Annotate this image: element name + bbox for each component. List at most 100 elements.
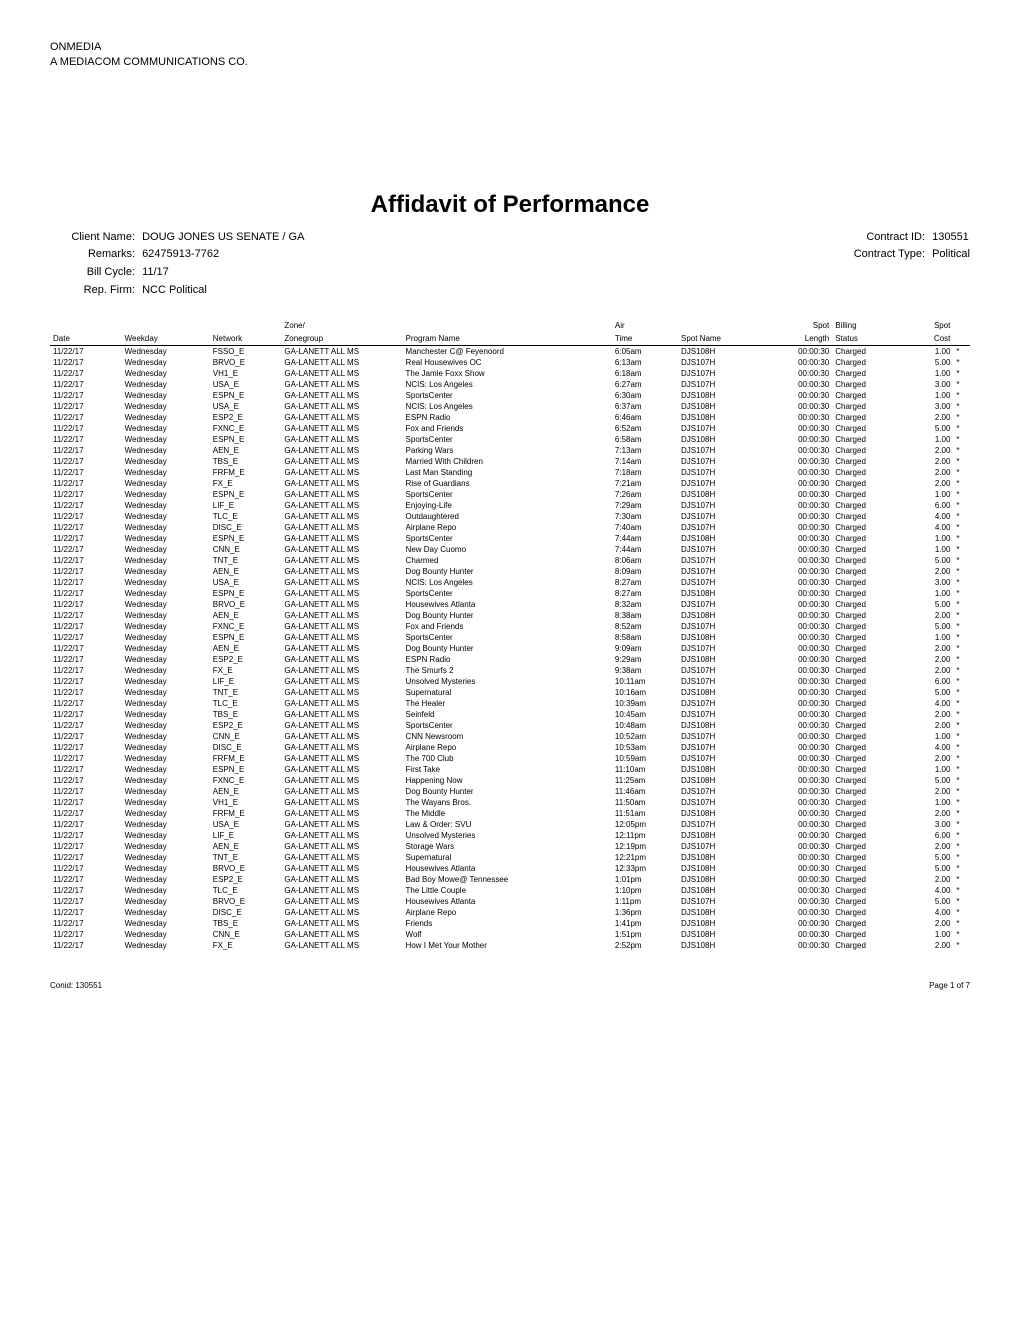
table-cell: DJS107H bbox=[678, 577, 766, 588]
table-cell: Charged bbox=[832, 500, 898, 511]
table-cell: Charged bbox=[832, 819, 898, 830]
table-cell: 00:00:30 bbox=[766, 896, 832, 907]
table-cell: Wednesday bbox=[122, 599, 210, 610]
table-cell: 10:52am bbox=[612, 731, 678, 742]
table-row: 11/22/17WednesdayBRVO_EGA-LANETT ALL MSH… bbox=[50, 599, 970, 610]
table-cell: Charged bbox=[832, 588, 898, 599]
table-cell: Wednesday bbox=[122, 665, 210, 676]
table-cell: * bbox=[953, 357, 970, 368]
table-cell: ESP2_E bbox=[210, 412, 282, 423]
table-cell: 10:16am bbox=[612, 687, 678, 698]
table-cell: Wednesday bbox=[122, 720, 210, 731]
table-cell: 8:27am bbox=[612, 577, 678, 588]
table-cell: Wednesday bbox=[122, 445, 210, 456]
table-cell: * bbox=[953, 500, 970, 511]
table-cell: GA-LANETT ALL MS bbox=[281, 500, 402, 511]
table-cell: 11/22/17 bbox=[50, 588, 122, 599]
table-cell: 11/22/17 bbox=[50, 808, 122, 819]
table-cell: * bbox=[953, 786, 970, 797]
table-cell: DISC_E bbox=[210, 522, 282, 533]
table-cell: * bbox=[953, 808, 970, 819]
table-cell: Charged bbox=[832, 621, 898, 632]
table-cell: CNN_E bbox=[210, 731, 282, 742]
table-cell: Wednesday bbox=[122, 423, 210, 434]
table-cell: 11/22/17 bbox=[50, 401, 122, 412]
table-cell: Charged bbox=[832, 423, 898, 434]
table-cell: 1:51pm bbox=[612, 929, 678, 940]
table-cell: DJS108H bbox=[678, 863, 766, 874]
table-cell: 00:00:30 bbox=[766, 654, 832, 665]
remarks-row: Remarks: 62475913-7762 bbox=[50, 246, 304, 264]
table-cell: * bbox=[953, 621, 970, 632]
table-cell: GA-LANETT ALL MS bbox=[281, 544, 402, 555]
table-cell: ESPN_E bbox=[210, 489, 282, 500]
table-row: 11/22/17WednesdayTLC_EGA-LANETT ALL MSTh… bbox=[50, 698, 970, 709]
table-cell: 00:00:30 bbox=[766, 588, 832, 599]
table-cell: 7:13am bbox=[612, 445, 678, 456]
repfirm-value: NCC Political bbox=[142, 284, 207, 296]
table-cell: DJS107H bbox=[678, 731, 766, 742]
table-cell: TNT_E bbox=[210, 687, 282, 698]
table-cell: DJS107H bbox=[678, 786, 766, 797]
table-cell: DJS107H bbox=[678, 896, 766, 907]
table-cell: 9:09am bbox=[612, 643, 678, 654]
table-cell: 10:39am bbox=[612, 698, 678, 709]
table-row: 11/22/17WednesdayESPN_EGA-LANETT ALL MSS… bbox=[50, 588, 970, 599]
table-cell: 6:18am bbox=[612, 368, 678, 379]
table-cell: The Healer bbox=[403, 698, 612, 709]
table-cell: * bbox=[953, 467, 970, 478]
table-cell: GA-LANETT ALL MS bbox=[281, 599, 402, 610]
contractid-label: Contract ID: bbox=[830, 229, 925, 247]
table-cell: DJS108H bbox=[678, 940, 766, 951]
table-cell: GA-LANETT ALL MS bbox=[281, 797, 402, 808]
table-cell: Charged bbox=[832, 467, 898, 478]
table-cell: AEN_E bbox=[210, 610, 282, 621]
table-cell: Airplane Repo bbox=[403, 522, 612, 533]
table-cell: 2.00 bbox=[898, 808, 953, 819]
table-cell: 11:50am bbox=[612, 797, 678, 808]
table-cell: 8:27am bbox=[612, 588, 678, 599]
table-cell: 00:00:30 bbox=[766, 830, 832, 841]
table-cell: Charged bbox=[832, 599, 898, 610]
table-cell: 00:00:30 bbox=[766, 907, 832, 918]
table-cell: New Day Cuomo bbox=[403, 544, 612, 555]
table-cell: GA-LANETT ALL MS bbox=[281, 852, 402, 863]
header-group-row: Zone/ Air Spot Billing Spot bbox=[50, 319, 970, 332]
table-cell: * bbox=[953, 423, 970, 434]
table-cell: * bbox=[953, 511, 970, 522]
table-cell: 00:00:30 bbox=[766, 940, 832, 951]
table-row: 11/22/17WednesdayESPN_EGA-LANETT ALL MSS… bbox=[50, 489, 970, 500]
table-cell: Charged bbox=[832, 929, 898, 940]
table-cell: 11/22/17 bbox=[50, 775, 122, 786]
table-cell: Charged bbox=[832, 874, 898, 885]
table-cell: TBS_E bbox=[210, 918, 282, 929]
table-cell: 2.00 bbox=[898, 665, 953, 676]
table-cell: SportsCenter bbox=[403, 632, 612, 643]
billcycle-value: 11/17 bbox=[142, 266, 169, 278]
table-row: 11/22/17WednesdayUSA_EGA-LANETT ALL MSLa… bbox=[50, 819, 970, 830]
table-cell: * bbox=[953, 544, 970, 555]
table-cell: Wednesday bbox=[122, 687, 210, 698]
table-cell: 1.00 bbox=[898, 764, 953, 775]
table-cell: Wednesday bbox=[122, 742, 210, 753]
table-cell: DISC_E bbox=[210, 907, 282, 918]
table-row: 11/22/17WednesdayESP2_EGA-LANETT ALL MSE… bbox=[50, 654, 970, 665]
table-cell: GA-LANETT ALL MS bbox=[281, 423, 402, 434]
table-cell: GA-LANETT ALL MS bbox=[281, 808, 402, 819]
table-cell: Outdaughtered bbox=[403, 511, 612, 522]
table-cell: 00:00:30 bbox=[766, 522, 832, 533]
table-cell: 00:00:30 bbox=[766, 621, 832, 632]
table-cell: Wednesday bbox=[122, 797, 210, 808]
table-cell: * bbox=[953, 489, 970, 500]
table-cell: Charged bbox=[832, 764, 898, 775]
table-cell: 11/22/17 bbox=[50, 423, 122, 434]
table-cell: GA-LANETT ALL MS bbox=[281, 511, 402, 522]
table-cell: DJS107H bbox=[678, 698, 766, 709]
table-cell: GA-LANETT ALL MS bbox=[281, 654, 402, 665]
table-row: 11/22/17WednesdayFXNC_EGA-LANETT ALL MSF… bbox=[50, 621, 970, 632]
table-cell: 11/22/17 bbox=[50, 731, 122, 742]
table-cell: 11/22/17 bbox=[50, 874, 122, 885]
table-cell: Charged bbox=[832, 357, 898, 368]
table-cell: Wednesday bbox=[122, 357, 210, 368]
table-cell: 11/22/17 bbox=[50, 533, 122, 544]
